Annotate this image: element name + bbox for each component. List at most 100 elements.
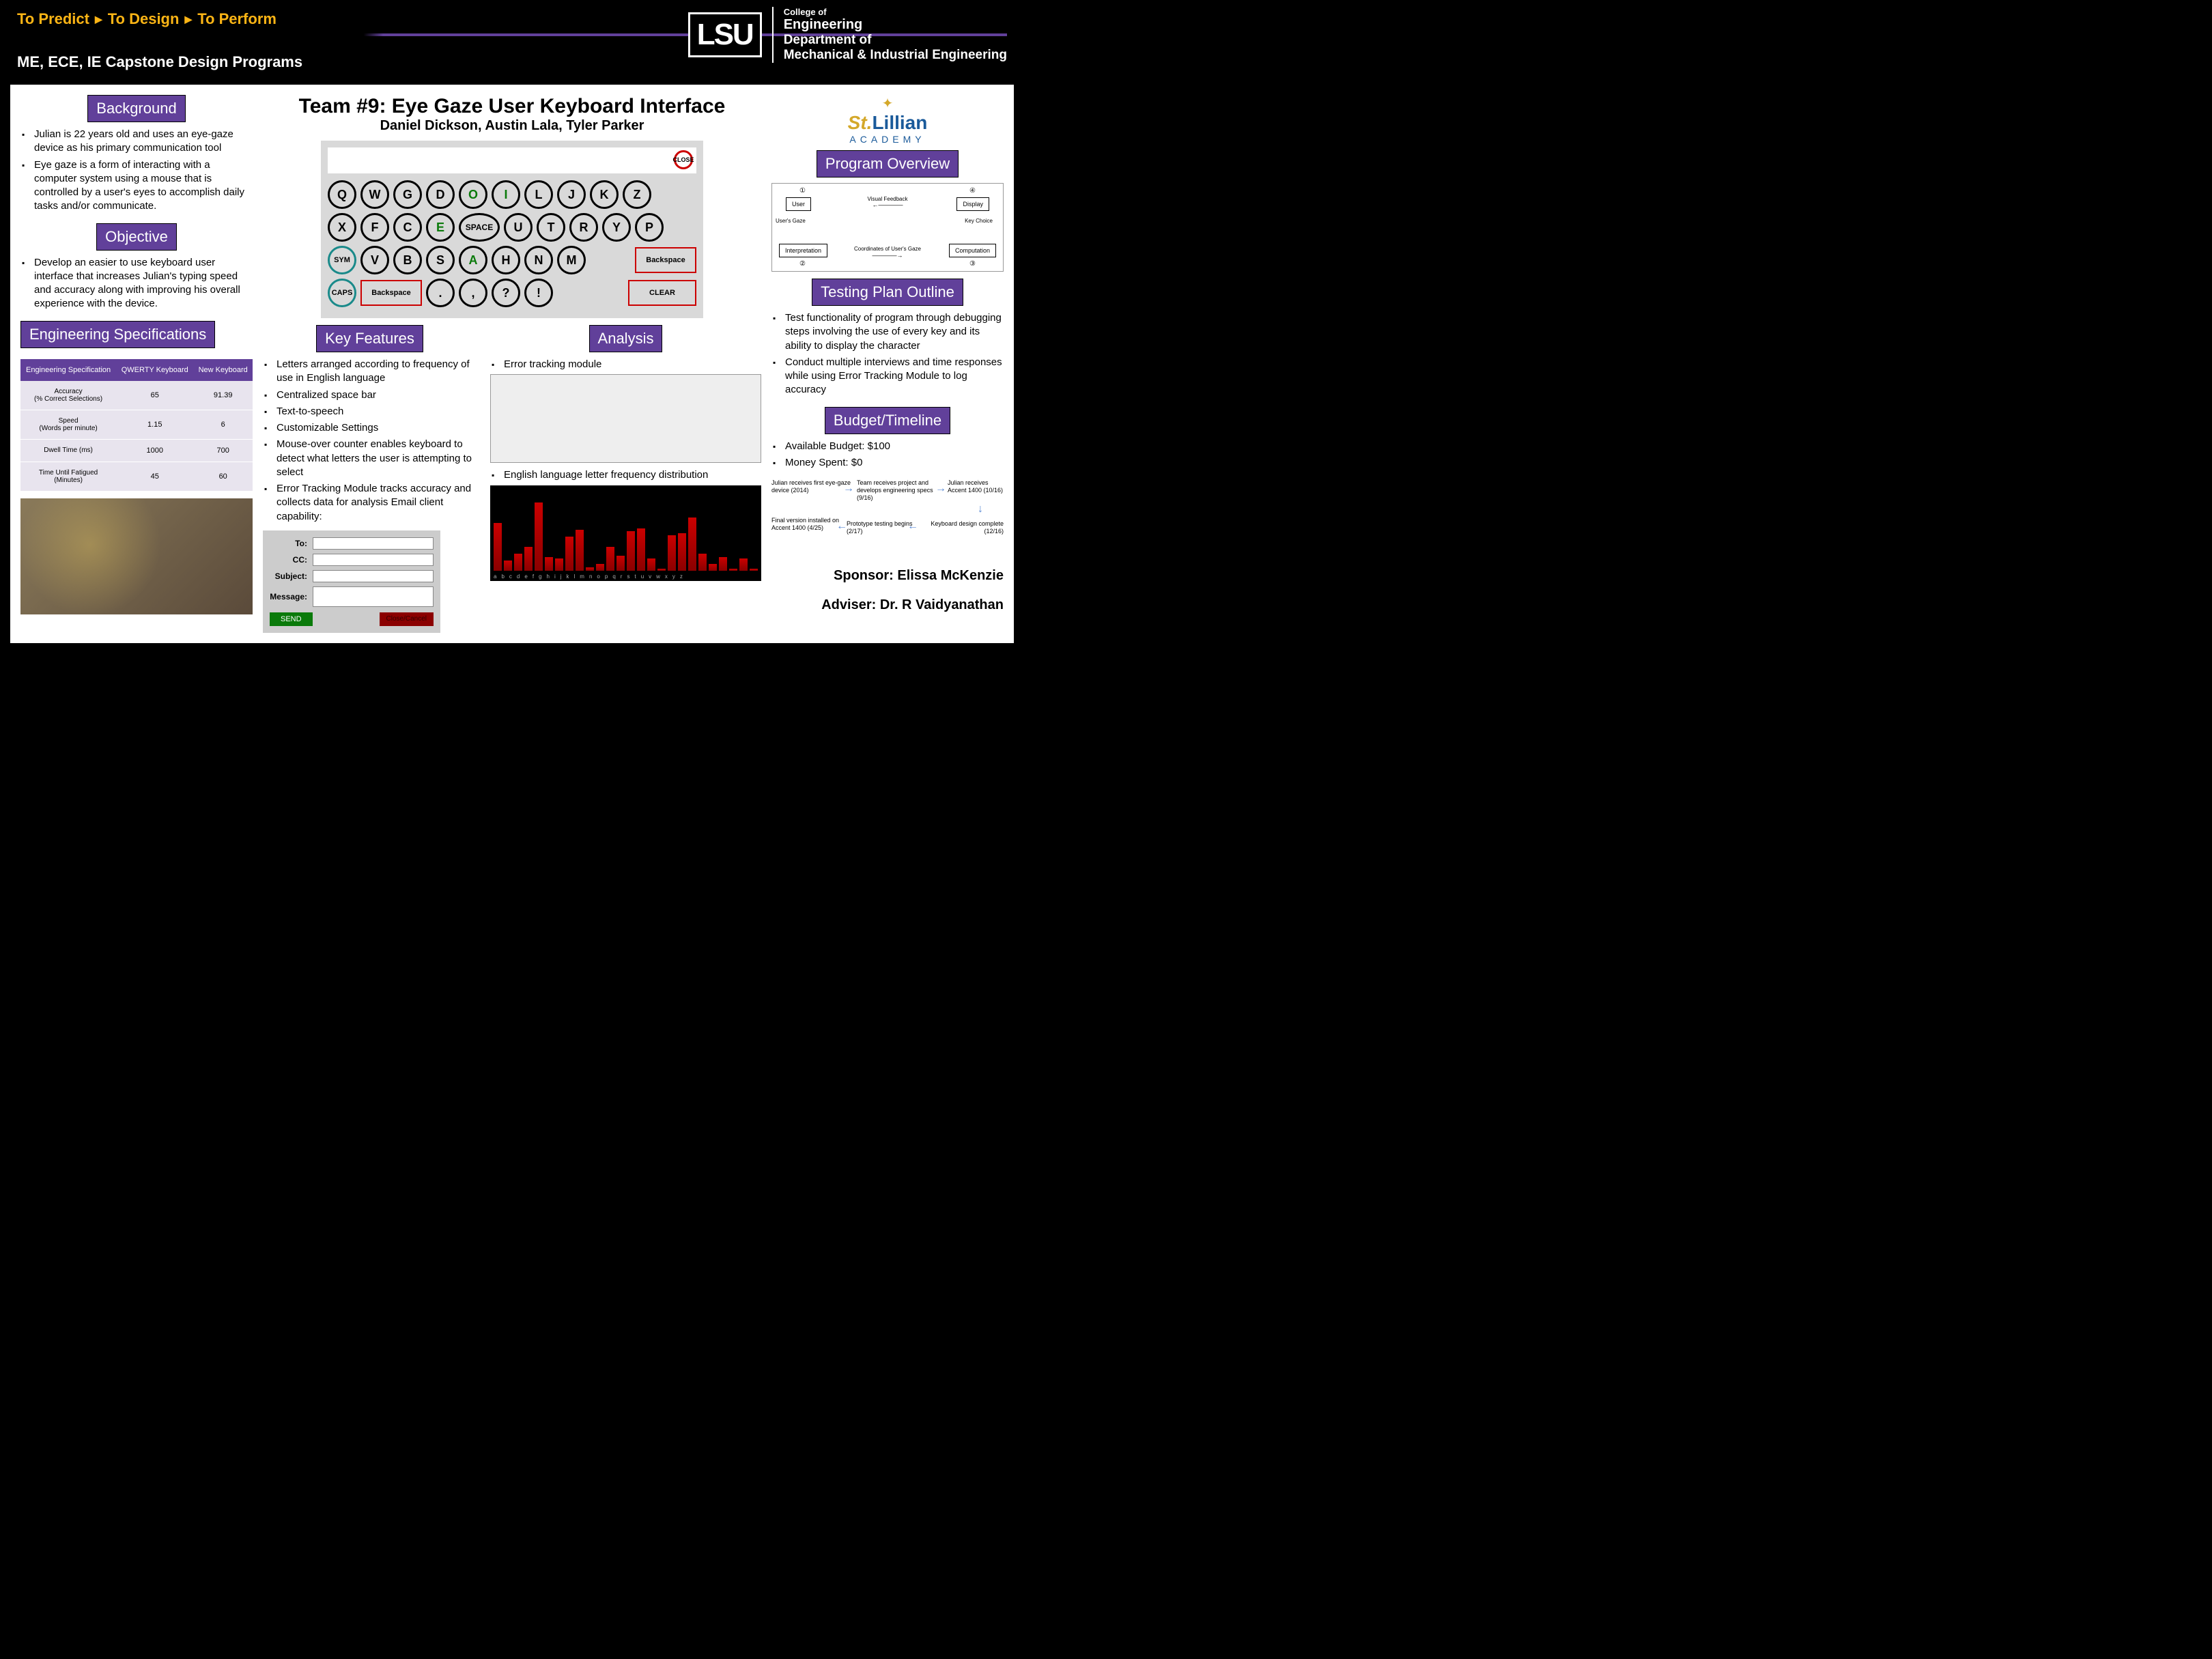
email-mockup: To: CC: Subject: Message: SEND Close/Can… (263, 530, 440, 633)
analysis-list-1: Error tracking module (490, 358, 761, 371)
tl-2: Team receives project and develops engin… (857, 479, 939, 501)
list-item: Available Budget: $100 (785, 440, 1004, 453)
table-row: Speed (Words per minute)1.156 (20, 410, 253, 439)
sponsor-logo: ✦ St.Lillian ACADEMY (771, 95, 1004, 145)
freq-labels: abcdefghijklmnopqrstuvwxyz (494, 573, 758, 580)
email-subject-label: Subject: (270, 571, 307, 581)
adviser-text: Adviser: Dr. R Vaidyanathan (771, 597, 1004, 613)
table-row: Time Until Fatigued (Minutes)4560 (20, 462, 253, 491)
freq-bar-o (637, 528, 645, 571)
pd-coord: Coordinates of User's Gaze (840, 246, 935, 252)
pd-kc: Key Choice (965, 218, 993, 224)
close-button: CLOSE (674, 150, 693, 169)
email-to-field (313, 537, 434, 550)
email-message-label: Message: (270, 592, 307, 601)
spec-table: Engineering SpecificationQWERTY Keyboard… (20, 359, 253, 492)
kb-key-q: Q (328, 180, 356, 209)
table-cell: 700 (193, 439, 253, 462)
freq-label: v (649, 573, 651, 580)
email-cancel-button: Close/Cancel (380, 612, 434, 626)
kb-key-x: X (328, 213, 356, 242)
dept-text: College of Engineering Department of Mec… (772, 7, 1007, 63)
tagline-3: To Perform (197, 10, 276, 28)
analysis-block: Analysis Error tracking module English l… (490, 325, 761, 633)
kb-row-1: QWGDOILJKZ (328, 180, 696, 209)
kb-key-m: M (557, 246, 586, 274)
kb-row-3: SYMVBSAHNMBackspace (328, 246, 696, 274)
email-cc-label: CC: (270, 555, 307, 565)
email-to-label: To: (270, 539, 307, 548)
freq-bar-l (606, 547, 614, 571)
tl-6: Final version installed on Accent 1400 (… (771, 517, 853, 532)
lsu-logo: LSU (688, 12, 762, 57)
email-cc-field (313, 554, 434, 566)
freq-label: e (524, 573, 527, 580)
freq-bar-h (565, 537, 573, 571)
keyfeatures-block: Key Features Letters arranged according … (263, 325, 477, 633)
pd-n4: ④ (969, 187, 976, 195)
table-cell: 65 (116, 381, 193, 410)
testplan-list: Test functionality of program through de… (771, 311, 1004, 400)
freq-bar-b (504, 561, 512, 571)
tl-4: Keyboard design complete (12/16) (922, 520, 1004, 535)
program-diagram: ① ④ User Display Visual Feedback ←———— U… (771, 183, 1004, 272)
triangle-icon: ▶ (95, 14, 102, 25)
kb-key-z: Z (623, 180, 651, 209)
freq-label: l (574, 573, 576, 580)
freq-bar-g (555, 558, 563, 571)
freq-bar-i (576, 530, 584, 571)
freq-label: i (554, 573, 556, 580)
kb-key-b: B (393, 246, 422, 274)
freq-bar-z (750, 569, 758, 571)
keyboard-mockup: CLOSE QWGDOILJKZ XFCESPACEUTRYP SYMVBSAH… (321, 141, 703, 318)
testplan-header: Testing Plan Outline (812, 279, 963, 306)
freq-bar-r (668, 535, 676, 571)
freq-label: q (612, 573, 615, 580)
freq-bar-x (729, 569, 737, 571)
email-subject-field (313, 570, 434, 582)
kb-key-i: I (492, 180, 520, 209)
pd-n3: ③ (969, 260, 976, 268)
email-message-field (313, 586, 434, 607)
freq-label: u (641, 573, 644, 580)
center-column: Team #9: Eye Gaze User Keyboard Interfac… (263, 95, 761, 633)
arrow-icon: → (843, 483, 854, 495)
freq-label: n (589, 573, 592, 580)
freq-bar-c (514, 554, 522, 571)
freq-label: g (539, 573, 541, 580)
kb-key-.: . (426, 279, 455, 307)
progover-header: Program Overview (817, 150, 959, 178)
pd-n1: ① (799, 187, 806, 195)
authors: Daniel Dickson, Austin Lala, Tyler Parke… (263, 118, 761, 134)
freq-label: f (533, 573, 534, 580)
kb-key-s: S (426, 246, 455, 274)
kb-key-,: , (459, 279, 487, 307)
table-cell: 45 (116, 462, 193, 491)
dept-label: Department of (784, 33, 1007, 48)
error-tracking-image (490, 374, 761, 463)
pd-ug: User's Gaze (776, 218, 806, 224)
freq-label: x (665, 573, 668, 580)
center-lower: Key Features Letters arranged according … (263, 325, 761, 633)
freq-bar-k (596, 564, 604, 571)
list-item: Eye gaze is a form of interacting with a… (34, 158, 253, 214)
list-item: Conduct multiple interviews and time res… (785, 356, 1004, 397)
content-grid: Background Julian is 22 years old and us… (10, 85, 1014, 643)
table-cell: Dwell Time (ms) (20, 439, 116, 462)
kb-input-area: CLOSE (328, 147, 696, 173)
list-item: Develop an easier to use keyboard user i… (34, 256, 253, 311)
kb-key-caps: CAPS (328, 279, 356, 307)
kb-key-p: P (635, 213, 664, 242)
kb-key-e: E (426, 213, 455, 242)
table-header: New Keyboard (193, 359, 253, 381)
list-item: Money Spent: $0 (785, 456, 1004, 470)
mech-label: Mechanical & Industrial Engineering (784, 48, 1007, 63)
pd-interp: Interpretation (779, 244, 827, 257)
kb-key-?: ? (492, 279, 520, 307)
list-item: Test functionality of program through de… (785, 311, 1004, 353)
kb-clear: CLEAR (628, 280, 696, 306)
freq-label: z (680, 573, 683, 580)
table-cell: 91.39 (193, 381, 253, 410)
poster-title: Team #9: Eye Gaze User Keyboard Interfac… (263, 95, 761, 118)
table-cell: 1.15 (116, 410, 193, 439)
